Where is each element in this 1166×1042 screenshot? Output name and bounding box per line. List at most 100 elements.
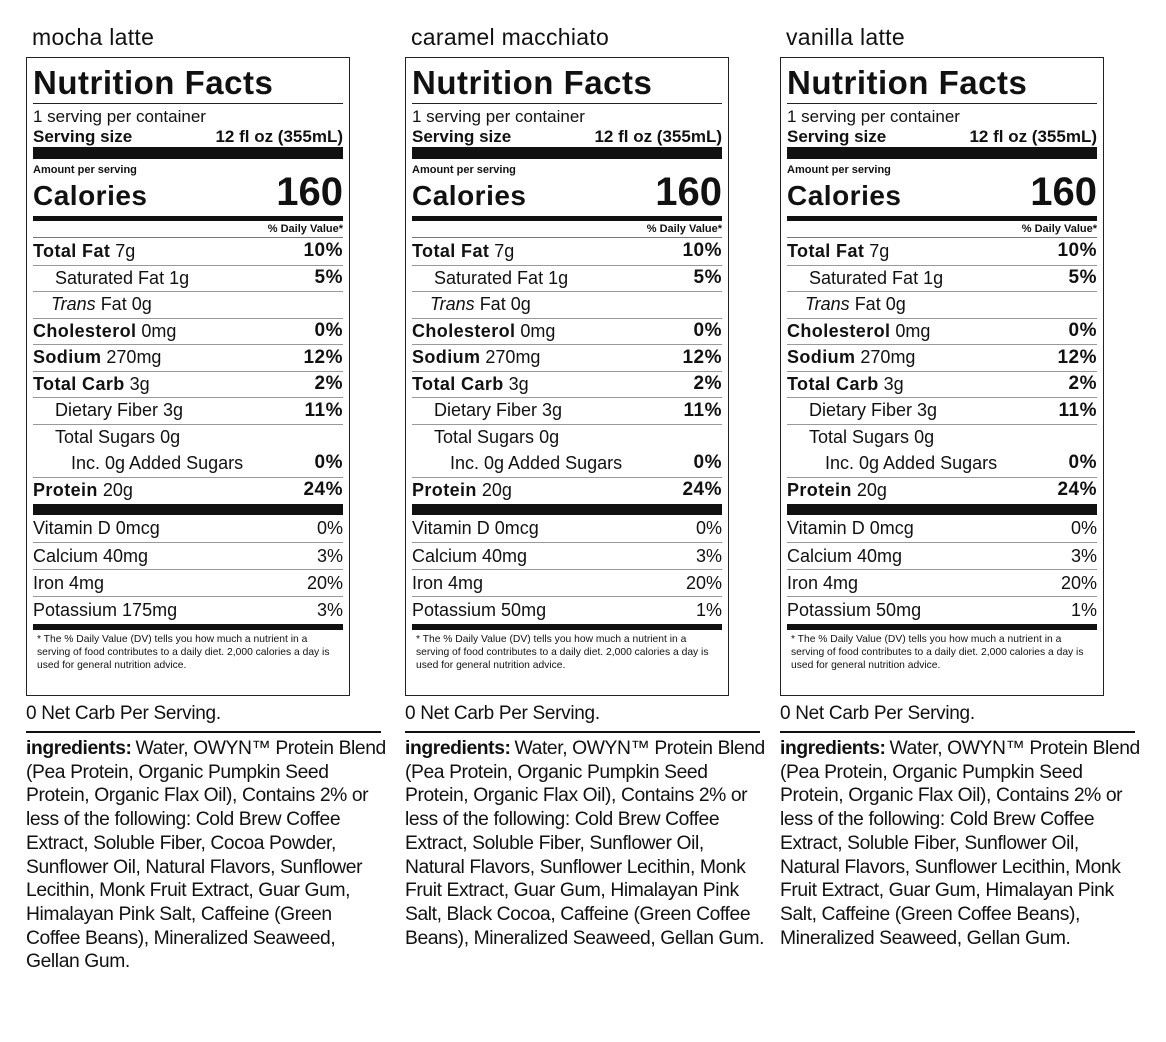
serving-size-value: 12 fl oz (355mL) xyxy=(594,127,722,146)
nutrient: Sodium 270mg xyxy=(33,347,161,368)
nutrient-row: Cholesterol 0mg 0% xyxy=(412,317,722,345)
vitamin-name: Iron xyxy=(412,572,444,593)
nutrient-row: Dietary Fiber 3g 11% xyxy=(33,397,343,424)
vitamin: Calcium 40mg xyxy=(412,546,527,567)
daily-value: 0% xyxy=(693,320,722,342)
nutrient-row: Total Carb 3g 2% xyxy=(787,370,1097,398)
nutrient-row: Dietary Fiber 3g 11% xyxy=(787,397,1097,424)
vitamin: Vitamin D 0mcg xyxy=(412,518,539,539)
vitamin: Calcium 40mg xyxy=(33,546,148,567)
calories-value: 160 xyxy=(1030,170,1097,214)
vitamin-rows: Vitamin D 0mcg 0% Calcium 40mg 3% Iron 4mg 20% Po… xyxy=(412,515,722,623)
net-carb: 0 Net Carb Per Serving. xyxy=(26,703,381,733)
nutrient-row: Saturated Fat 1g 5% xyxy=(787,264,1097,292)
nutrient: Inc. 0g Added Sugars xyxy=(450,453,622,474)
nutrient-row: Protein 20g 24% xyxy=(412,476,722,504)
nutrient-name: Dietary Fiber xyxy=(809,400,913,421)
vitamin-dv: 0% xyxy=(695,518,722,538)
nutrient-row: Protein 20g 24% xyxy=(33,476,343,504)
vitamin-row: Calcium 40mg 3% xyxy=(33,542,343,569)
daily-value: 12% xyxy=(682,346,722,368)
nutrient-row: Total Fat 7g 10% xyxy=(787,238,1097,265)
nutrient: Trans Fat 0g xyxy=(805,294,906,315)
vitamin-name: Potassium xyxy=(33,599,118,620)
nutrient-row: Dietary Fiber 3g 11% xyxy=(412,397,722,424)
rule xyxy=(33,504,343,515)
vitamin-rows: Vitamin D 0mcg 0% Calcium 40mg 3% Iron 4mg 20% Po… xyxy=(33,515,343,623)
vitamin-dv: 1% xyxy=(695,599,722,620)
nutrient: Sodium 270mg xyxy=(412,347,540,368)
nutrient-name: Saturated Fat xyxy=(809,267,919,288)
serving-size-value: 12 fl oz (355mL) xyxy=(215,127,343,146)
servings: 1 serving per container xyxy=(412,107,585,126)
vitamin-row: Vitamin D 0mcg 0% xyxy=(787,515,1097,542)
ingredients-label: ingredients: xyxy=(780,738,886,759)
vitamin-row: Potassium 50mg 1% xyxy=(787,596,1097,623)
daily-value: 2% xyxy=(314,373,343,395)
vitamin-name: Iron xyxy=(787,572,819,593)
nutrient-name: Sodium xyxy=(412,347,481,368)
vitamin: Iron 4mg xyxy=(33,573,104,594)
nutrient-amount: 7g xyxy=(494,240,515,261)
daily-value: 24% xyxy=(682,479,722,501)
vitamin-row: Potassium 50mg 1% xyxy=(412,596,722,623)
ingredients-label: ingredients: xyxy=(405,738,511,759)
panel-title: Nutrition Facts xyxy=(787,63,1097,104)
daily-value: 11% xyxy=(683,399,722,421)
nutrient-name: Fat xyxy=(479,294,506,315)
nutrient-amount: 0g xyxy=(131,294,152,315)
nutrition-panel: Nutrition Facts 1 serving per container Se… xyxy=(780,57,1104,696)
rule xyxy=(787,216,1097,221)
amount-per-serving: Amount per serving xyxy=(412,164,516,176)
nutrient-amount: 0mg xyxy=(141,320,177,341)
serving-size-label: Serving size xyxy=(412,127,512,146)
vitamin-name: Vitamin D xyxy=(787,518,865,538)
nutrient-name: Total Carb xyxy=(412,373,504,394)
daily-value: 24% xyxy=(1057,479,1097,501)
daily-value: 10% xyxy=(682,240,722,262)
nutrient-name: Protein xyxy=(787,479,852,500)
daily-value: 0% xyxy=(1068,320,1097,342)
flavor-name: vanilla latte xyxy=(786,24,905,50)
nutrient-name: Inc. 0g Added Sugars xyxy=(71,452,244,473)
vitamin: Calcium 40mg xyxy=(787,546,902,567)
serving-size: Serving size 12 fl oz (355mL) xyxy=(787,127,1097,147)
rule xyxy=(787,624,1097,630)
servings: 1 serving per container xyxy=(787,107,960,126)
vitamin-row: Vitamin D 0mcg 0% xyxy=(33,515,343,542)
serving-size-value: 12 fl oz (355mL) xyxy=(969,127,1097,146)
daily-value: 2% xyxy=(1068,373,1097,395)
nutrient-name: Total Sugars xyxy=(434,426,535,447)
vitamin: Potassium 50mg xyxy=(412,600,546,621)
nutrient-name: Cholesterol xyxy=(787,320,891,341)
nutrient-row: Sodium 270mg 12% xyxy=(787,344,1097,371)
nutrient: Saturated Fat 1g xyxy=(434,268,568,289)
calories-value: 160 xyxy=(655,170,722,214)
nutrient-name: Fat xyxy=(100,294,127,315)
vitamin: Iron 4mg xyxy=(787,573,858,594)
nutrient-amount: 270mg xyxy=(860,347,916,368)
nutrient: Inc. 0g Added Sugars xyxy=(71,453,243,474)
calories-value: 160 xyxy=(276,170,343,214)
vitamin-name: Calcium xyxy=(412,545,478,566)
ingredients-label: ingredients: xyxy=(26,738,132,759)
nutrient-name: Cholesterol xyxy=(33,320,137,341)
calories-label: Calories xyxy=(33,180,148,211)
nutrient-name: Dietary Fiber xyxy=(55,400,159,421)
footnote: * The % Daily Value (DV) tells you how m… xyxy=(791,634,1084,671)
nutrient: Cholesterol 0mg xyxy=(412,321,555,342)
nutrient-amount: 0g xyxy=(160,426,181,447)
nutrient-amount: 3g xyxy=(917,400,938,421)
vitamin-name: Iron xyxy=(33,572,65,593)
net-carb: 0 Net Carb Per Serving. xyxy=(780,703,1135,733)
daily-value: 0% xyxy=(314,452,343,474)
vitamin-dv: 20% xyxy=(685,572,722,593)
nutrient-row: Trans Fat 0g xyxy=(412,291,722,318)
vitamin-amount: 0mcg xyxy=(494,518,539,538)
nutrient: Total Sugars 0g xyxy=(55,427,180,448)
nutrient-name: Saturated Fat xyxy=(55,267,165,288)
nutrient-name: Dietary Fiber xyxy=(434,400,538,421)
nutrient-row: Cholesterol 0mg 0% xyxy=(787,317,1097,345)
nutrient: Total Carb 3g xyxy=(787,374,904,395)
nutrient-name: Trans xyxy=(805,294,850,315)
